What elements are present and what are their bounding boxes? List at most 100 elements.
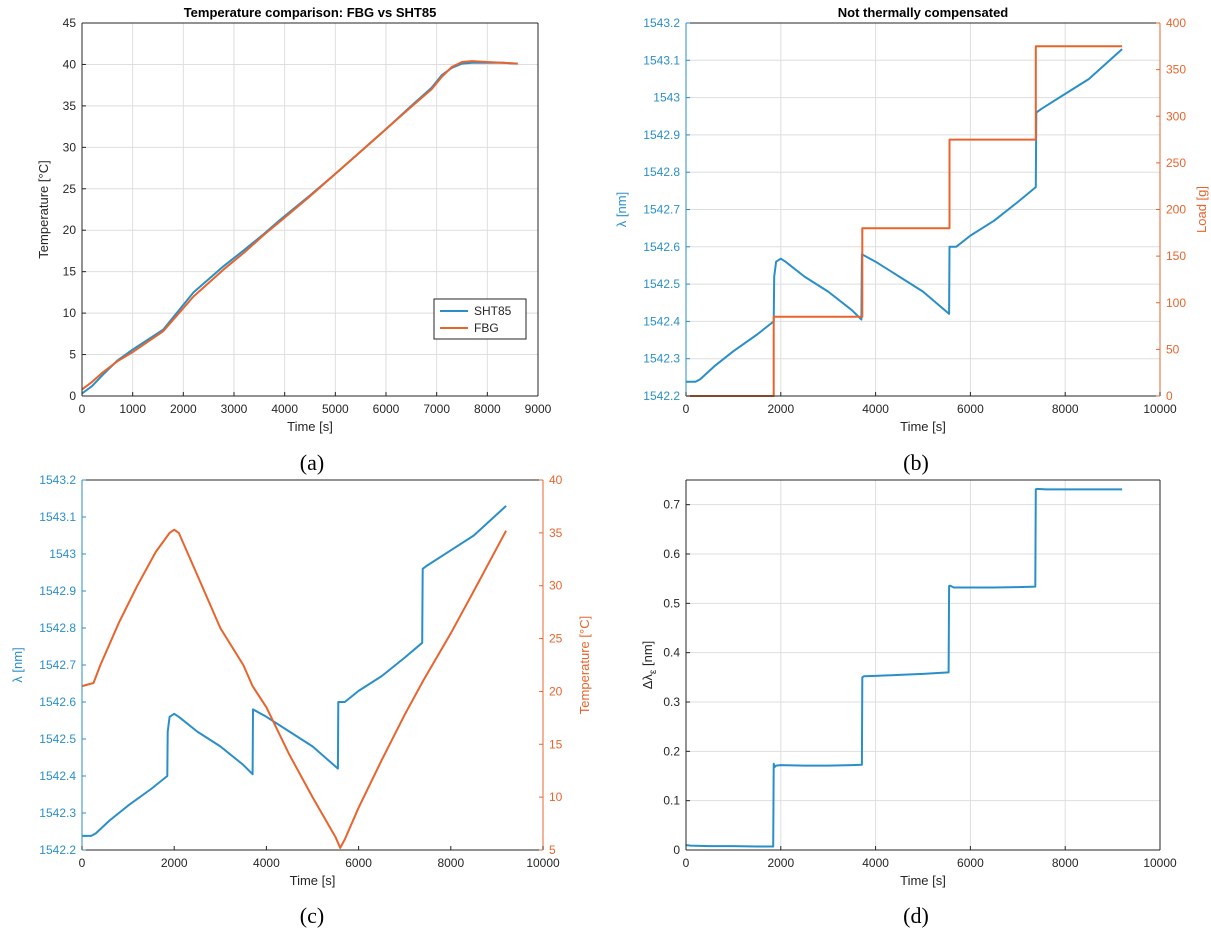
y2-tick-label: 250 [1166,156,1186,170]
x-tick-label: 10000 [526,856,560,870]
x-tick-label: 6000 [373,402,400,416]
x-tick-label: 4000 [253,856,280,870]
x-tick-label: 0 [79,856,86,870]
y-tick-label: 1543 [653,91,680,105]
y-tick-label: 25 [63,182,77,196]
y2-tick-label: 400 [1166,16,1186,30]
y-tick-label: 1542.5 [643,277,680,291]
y-tick-label: 1542.2 [643,389,680,403]
series-line-left-axis [686,48,1123,383]
chart-d: 0 2000 4000 6000 8000 10000 0 0.1 0.2 0.3 0.4 0.5 0.… [640,479,1177,928]
y-tick-label: 1542.9 [39,584,76,598]
x-tick-label: 4000 [271,402,298,416]
x-tick-label: 6000 [345,856,372,870]
y-tick-label: 1542.4 [39,769,76,783]
x-tick-label: 9000 [525,402,552,416]
y2-tick-label: 15 [549,737,563,751]
y2-tick-label: 25 [549,632,563,646]
y-tick-label: 0 [673,843,680,857]
y-tick-label: 45 [63,16,77,30]
y-tick-label: 35 [63,99,77,113]
x-tick-label: 8000 [474,402,501,416]
x-tick-label: 8000 [437,856,464,870]
x-tick-label: 0 [79,402,86,416]
series-line-fbg [81,60,518,391]
x-tick-label: 8000 [1052,402,1079,416]
y-tick-label: 1543.2 [643,16,680,30]
y-tick-label: 1542.8 [39,621,76,635]
y-tick-label: 1543 [49,547,76,561]
series-line-sht85 [81,61,518,395]
y2-tick-label: 30 [549,579,563,593]
series-line-right-axis [81,528,507,849]
y2-tick-label: 200 [1166,203,1186,217]
chart-a: 0 1000 2000 3000 4000 5000 6000 7000 8000 9000 0 5 1… [36,5,552,475]
x-axis-label: Time [s] [900,873,946,888]
panel-caption: (b) [903,450,929,475]
y-tick-label: 1542.5 [39,732,76,746]
x-tick-label: 2000 [767,856,794,870]
y2-tick-label: 5 [549,843,556,857]
y-tick-label: 0 [69,389,76,403]
x-tick-label: 4000 [862,856,889,870]
y2-tick-label: 20 [549,684,563,698]
y-axis-label: Temperature [°C] [36,160,51,258]
legend: SHT85 FBG [433,298,527,340]
y-tick-label: 40 [63,57,77,71]
legend-entry: FBG [474,321,499,335]
y-tick-label: 1542.3 [39,806,76,820]
chart-title: Not thermally compensated [838,5,1009,20]
y2-tick-label: 35 [549,526,563,540]
y2-tick-label: 50 [1166,342,1180,356]
y-tick-label: 1542.6 [39,695,76,709]
x-tick-label: 3000 [221,402,248,416]
x-tick-label: 5000 [322,402,349,416]
y-tick-label: 1542.4 [643,314,680,328]
x-tick-label: 6000 [957,856,984,870]
x-tick-label: 1000 [119,402,146,416]
x-tick-label: 10000 [1143,402,1177,416]
y-tick-label: 10 [63,306,77,320]
y2-axis-label: Load [g] [1194,186,1209,233]
x-tick-label: 8000 [1052,856,1079,870]
y2-tick-label: 40 [549,473,563,487]
y-axis-label: λ [nm] [614,192,629,227]
legend-box [433,298,527,340]
chart-b: 0 2000 4000 6000 8000 100001542.21542.31542.4… [614,5,1209,475]
x-tick-label: 6000 [957,402,984,416]
y-tick-label: 0.6 [663,547,680,561]
y-tick-label: 1542.9 [643,128,680,142]
y-tick-label: 1542.7 [39,658,76,672]
y2-tick-label: 10 [549,790,563,804]
y-tick-label: 0.3 [663,695,680,709]
y2-tick-label: 150 [1166,249,1186,263]
x-axis-label: Time [s] [900,419,946,434]
y-tick-label: 0.7 [663,498,680,512]
panel-caption: (a) [300,450,324,475]
y2-tick-label: 0 [1166,389,1173,403]
x-tick-label: 10000 [1143,856,1177,870]
x-tick-label: 2000 [170,402,197,416]
y2-tick-label: 350 [1166,63,1186,77]
y-tick-label: 5 [69,348,76,362]
x-tick-label: 0 [683,856,690,870]
x-axis-label: Time [s] [290,873,336,888]
y-tick-label: 0.4 [663,646,680,660]
y-tick-label: 0.1 [663,794,680,808]
y-tick-label: 30 [63,140,77,154]
x-tick-label: 2000 [161,856,188,870]
series-line-left-axis [82,505,507,837]
y2-tick-label: 300 [1166,109,1186,123]
x-tick-label: 0 [683,402,690,416]
y-tick-label: 1543.1 [39,510,76,524]
chart-c: 0 2000 4000 6000 8000 10000 1542.2 1542.3 1542.4… [10,473,592,928]
panel-caption: (c) [300,903,324,928]
x-tick-label: 4000 [862,402,889,416]
y-tick-label: 15 [63,265,77,279]
y2-axis-label: Temperature [°C] [577,616,592,714]
series-line-right-axis [686,45,1123,397]
y-tick-label: 1542.7 [643,203,680,217]
y-tick-label: 1542.6 [643,240,680,254]
panel-caption: (d) [903,903,929,928]
